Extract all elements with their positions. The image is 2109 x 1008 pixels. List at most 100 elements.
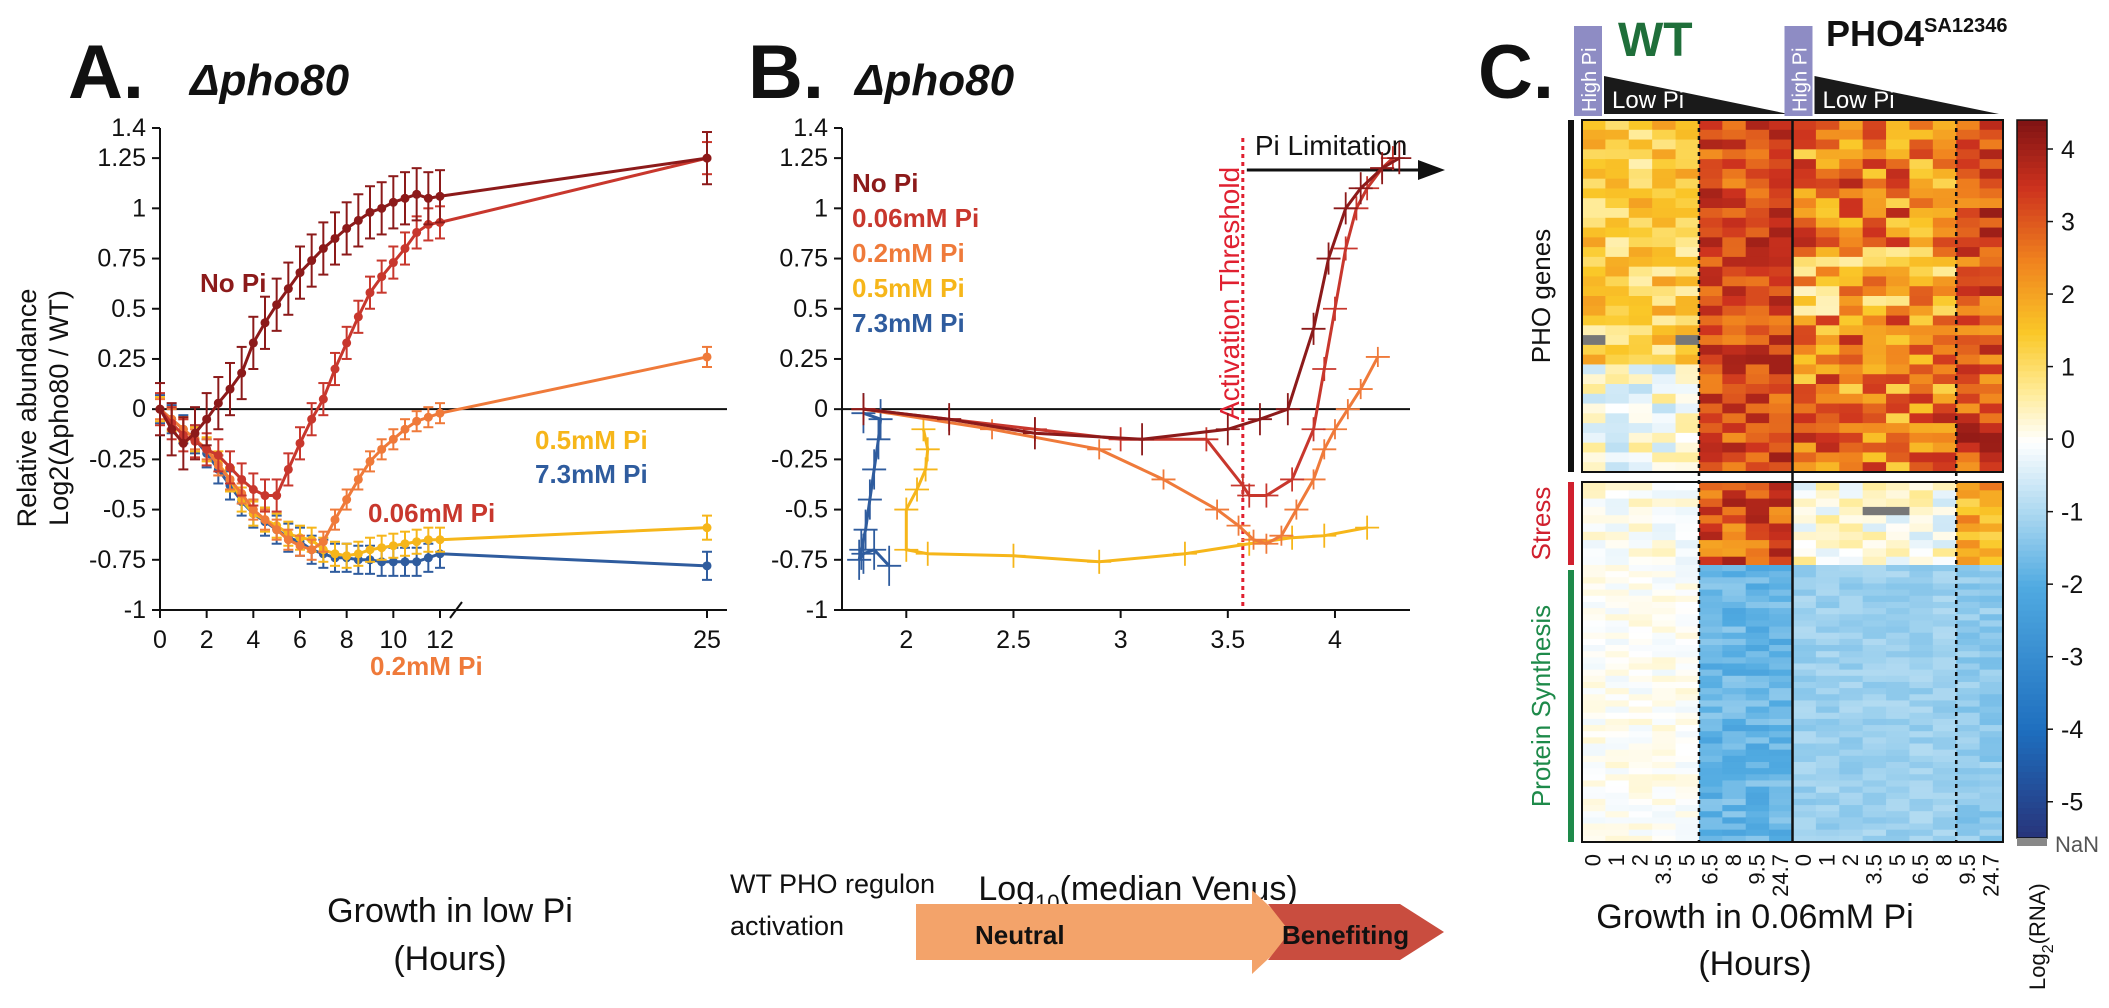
heatmap-cell	[1698, 731, 1723, 738]
heatmap-cell	[1745, 452, 1770, 463]
heatmap-cell	[1722, 442, 1747, 453]
heatmap-cell	[1886, 725, 1910, 732]
heatmap-cell	[1792, 811, 1817, 818]
heatmap-cell	[1582, 706, 1606, 714]
heatmap-cell	[1886, 743, 1910, 751]
heatmap-cell	[1582, 462, 1606, 473]
heatmap-cell	[1582, 423, 1606, 434]
heatmap-cell	[1745, 755, 1770, 763]
heatmap-cell	[1582, 811, 1606, 818]
heatmap-cell	[1956, 565, 1981, 572]
heatmap-cell	[1956, 354, 1981, 365]
heatmap-cell	[1792, 208, 1817, 219]
heatmap-cell	[1839, 276, 1864, 287]
heatmap-cell	[1722, 675, 1747, 683]
heatmap-cell	[1862, 761, 1887, 769]
heatmap-cell	[1932, 227, 1957, 238]
heatmap-cell	[1769, 168, 1793, 180]
heatmap-cell	[1979, 608, 2004, 615]
heatmap-cell	[1722, 614, 1747, 621]
heatmap-cell	[1628, 595, 1653, 603]
colorbar-segment	[2017, 742, 2047, 749]
heatmap-cell	[1815, 811, 1840, 818]
heatmap-cell	[1745, 296, 1770, 307]
heatmap-cell	[1839, 149, 1864, 160]
panel-c-letter: C.	[1478, 30, 1554, 115]
heatmap-cell	[1745, 638, 1770, 646]
panel-a-xtick-label: 8	[340, 626, 354, 654]
heatmap-cell	[1605, 583, 1630, 591]
heatmap-cell	[1932, 657, 1957, 664]
heatmap-cell	[1605, 608, 1630, 615]
heatmap-cell	[1698, 694, 1723, 701]
heatmap-cell	[1652, 198, 1677, 209]
heatmap-cell	[1862, 208, 1887, 219]
heatmap-cell	[1628, 780, 1653, 788]
heatmap-cell	[1932, 344, 1957, 356]
heatmap-cell	[1652, 774, 1677, 781]
heatmap-cell	[1605, 835, 1630, 843]
heatmap-cell	[1675, 159, 1700, 170]
heatmap-cell	[1582, 247, 1606, 258]
heatmap-cell	[1675, 523, 1700, 533]
heatmap-cell	[1909, 595, 1934, 603]
data-point	[225, 462, 235, 472]
heatmap-cell	[1932, 482, 1957, 491]
data-point	[377, 272, 387, 282]
heatmap-cell	[1839, 256, 1864, 268]
heatmap-cell	[1582, 393, 1606, 405]
heatmap-cell	[1979, 217, 2004, 229]
heatmap-cell	[1722, 540, 1747, 549]
heatmap-cell	[1979, 749, 2004, 757]
heatmap-cell	[1909, 482, 1934, 491]
heatmap-cell	[1698, 688, 1723, 695]
heatmap-cell	[1745, 403, 1770, 414]
heatmap-cell	[1605, 168, 1630, 180]
colorbar-segment	[2017, 251, 2047, 259]
colorbar-segment	[2017, 365, 2047, 372]
colorbar-segment	[2017, 556, 2047, 564]
heatmap-cell	[1745, 725, 1770, 732]
panel-b-xtick-label: 3.5	[1210, 626, 1245, 654]
data-point	[283, 535, 293, 545]
heatmap-cell	[1909, 725, 1934, 732]
heatmap-cell	[1979, 829, 2004, 837]
heatmap-cell-nan	[1582, 335, 1606, 346]
heatmap-cell	[1909, 811, 1934, 818]
heatmap-cell	[1628, 462, 1653, 473]
heatmap-cell	[1886, 620, 1910, 628]
heatmap-cell	[1815, 620, 1840, 628]
heatmap-cell	[1675, 413, 1700, 424]
heatmap-cell	[1839, 774, 1864, 781]
heatmap-cell	[1745, 490, 1770, 500]
heatmap-cell	[1839, 645, 1864, 652]
heatmap-cell	[1979, 523, 2004, 533]
heatmap-cell	[1652, 120, 1677, 131]
heatmap-cell	[1909, 237, 1934, 248]
heatmap-cell	[1698, 780, 1723, 788]
heatmap-cell	[1839, 632, 1864, 640]
heatmap-cell	[1745, 706, 1770, 714]
heatmap-cell	[1979, 325, 2004, 336]
heatmap-cell	[1956, 749, 1981, 757]
data-point	[365, 207, 375, 217]
heatmap-cell	[1605, 645, 1630, 652]
heatmap-cell	[1815, 688, 1840, 695]
heatmap-cell	[1605, 805, 1630, 812]
data-point	[702, 561, 712, 571]
heatmap-cell	[1745, 731, 1770, 738]
heatmap-cell	[1698, 774, 1723, 781]
heatmap-cell	[1909, 442, 1934, 453]
heatmap-cell	[1932, 178, 1957, 189]
heatmap-cell	[1862, 266, 1887, 277]
heatmap-cell	[1675, 296, 1700, 307]
heatmap-cell	[1698, 725, 1723, 732]
heatmap-cell	[1582, 276, 1606, 287]
heatmap-cell	[1652, 188, 1677, 199]
heatmap-cell	[1652, 620, 1677, 628]
high-pi-label: High Pi	[1579, 48, 1601, 112]
heatmap-cell	[1722, 780, 1747, 788]
heatmap-cell	[1886, 694, 1910, 701]
heatmap-cell	[1769, 743, 1793, 751]
heatmap-cell	[1792, 325, 1817, 336]
